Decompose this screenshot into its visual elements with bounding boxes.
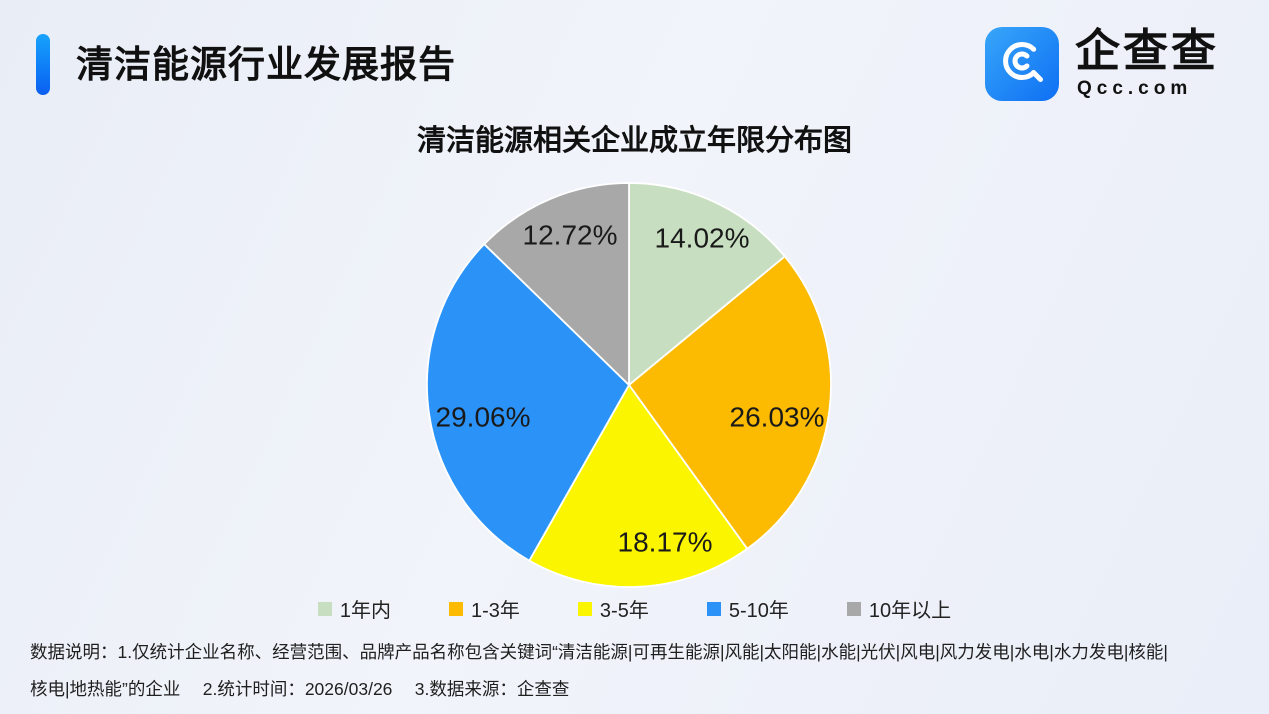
pie-label-10年以上: 12.72% bbox=[523, 220, 618, 251]
pie-slice-5-10年 bbox=[426, 243, 630, 562]
legend-swatch-icon bbox=[846, 601, 861, 616]
legend-label: 5-10年 bbox=[728, 600, 789, 622]
qcc-logo-text: 企查查 Qcc.com bbox=[1075, 28, 1219, 100]
legend-item-10年以上: 10年以上 bbox=[846, 594, 952, 623]
legend-item-1年内: 1年内 bbox=[317, 594, 392, 623]
pie-chart: 14.02% 26.03% 18.17% 29.06% 12.72% bbox=[426, 182, 832, 588]
legend-label: 1年内 bbox=[339, 600, 392, 622]
legend-swatch-icon bbox=[706, 601, 721, 616]
legend-item-1-3年: 1-3年 bbox=[449, 594, 520, 623]
pie-slice-10年以上 bbox=[483, 182, 630, 386]
chart-title: 清洁能源相关企业成立年限分布图 bbox=[416, 125, 852, 157]
legend-item-5-10年: 5-10年 bbox=[706, 594, 789, 623]
pie-slice-3-5年 bbox=[528, 384, 749, 588]
legend-swatch-icon bbox=[449, 601, 464, 616]
legend-swatch-icon bbox=[577, 601, 592, 616]
pie-label-1年内: 14.02% bbox=[655, 223, 750, 254]
page-title: 清洁能源行业发展报告 bbox=[76, 44, 456, 85]
legend-label: 10年以上 bbox=[868, 600, 952, 622]
legend-label: 1-3年 bbox=[471, 600, 520, 622]
data-notes: 数据说明：1.仅统计企业名称、经营范围、品牌产品名称包含关键词“清洁能源|可再生… bbox=[30, 634, 1241, 708]
pie-slice-1年内 bbox=[628, 182, 786, 386]
pie-label-3-5年: 18.17% bbox=[618, 527, 713, 558]
pie-label-5-10年: 29.06% bbox=[436, 402, 531, 433]
report-header: 清洁能源行业发展报告 bbox=[36, 34, 456, 95]
logo-brand: 企查查 bbox=[1074, 25, 1219, 76]
title-accent-bar bbox=[36, 34, 50, 95]
pie-label-1-3年: 26.03% bbox=[730, 402, 825, 433]
logo-domain: Qcc.com bbox=[1076, 78, 1193, 99]
legend: 1年内 1-3年 3-5年 5-10年 10年以上 bbox=[0, 594, 1269, 623]
legend-label: 3-5年 bbox=[599, 600, 649, 622]
pie-slice-1-3年 bbox=[628, 255, 832, 550]
qcc-magnifier-icon bbox=[984, 27, 1059, 101]
note-line-1: 数据说明：1.仅统计企业名称、经营范围、品牌产品名称包含关键词“清洁能源|可再生… bbox=[30, 642, 1168, 662]
legend-item-3-5年: 3-5年 bbox=[577, 594, 649, 623]
legend-swatch-icon bbox=[317, 601, 332, 616]
qcc-logo: 企查查 Qcc.com bbox=[984, 26, 1219, 102]
note-line-2: 核电|地热能”的企业 2.统计时间：2026/03/26 3.数据来源：企查查 bbox=[30, 679, 570, 699]
